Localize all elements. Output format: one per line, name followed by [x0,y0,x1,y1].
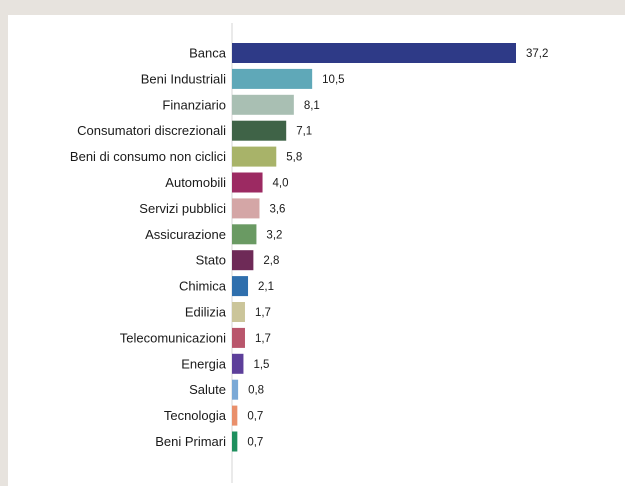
value-label: 0,7 [247,437,263,449]
category-label: Beni Industriali [141,71,226,86]
value-label: 4,0 [273,178,289,190]
bar [232,224,257,245]
category-label: Assicurazione [145,227,226,242]
bar [232,43,516,63]
category-label: Tecnologia [164,408,227,423]
bar-chart: Banca 37,2 Beni Industriali 10,5 Finanziario… [70,23,548,483]
value-label: 0,8 [248,385,264,397]
category-label: Servizi pubblici [139,201,226,216]
category-label: Beni di consumo non ciclici [70,149,226,164]
bar [232,172,263,193]
category-label: Salute [189,382,226,397]
value-label: 2,1 [258,281,274,293]
category-label: Banca [189,46,227,61]
value-label: 1,7 [255,307,271,319]
bar [232,68,313,89]
bar [232,120,287,141]
value-label: 5,8 [286,152,302,164]
value-label: 8,1 [304,100,320,112]
category-label: Automobili [165,175,226,190]
value-label: 1,7 [255,333,271,345]
chart-card: Banca 37,2 Beni Industriali 10,5 Finanziario… [8,15,625,486]
value-label: 3,2 [266,229,282,241]
bar [232,250,254,271]
category-label: Telecomunicazioni [120,330,226,345]
category-label: Chimica [179,279,227,294]
bar [232,146,277,167]
bar [232,327,245,348]
value-label: 1,5 [253,359,269,371]
bar [232,94,294,115]
bar [232,302,245,322]
category-label: Consumatori discrezionali [77,123,226,138]
value-label: 7,1 [296,126,312,138]
value-label: 10,5 [322,74,344,86]
category-label: Edilizia [185,305,227,320]
bar [232,198,260,219]
bar [232,405,238,426]
bar [232,276,249,297]
value-label: 37,2 [526,48,548,60]
bar [232,431,238,452]
bar [232,353,244,374]
category-label: Finanziario [162,97,226,112]
category-label: Stato [196,253,226,268]
value-label: 3,6 [269,203,285,215]
value-label: 0,7 [247,411,263,423]
bar [232,379,239,400]
category-label: Beni Primari [155,434,226,449]
value-label: 2,8 [263,255,279,267]
category-label: Energia [181,356,227,371]
